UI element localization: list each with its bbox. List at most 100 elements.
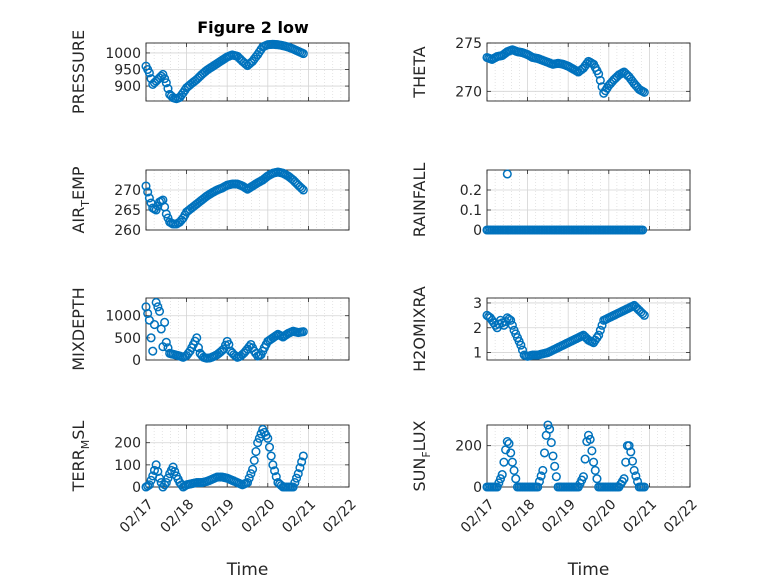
data-point xyxy=(497,470,507,480)
x-tick-label: 02/22 xyxy=(661,496,701,536)
data-point xyxy=(249,455,259,465)
data-point xyxy=(154,306,165,316)
axes-background xyxy=(487,170,690,230)
data-point xyxy=(163,84,173,94)
data-point xyxy=(192,333,202,343)
data-point xyxy=(631,471,641,481)
data-points xyxy=(482,420,649,492)
data-point xyxy=(590,465,600,476)
y-tick-label: 3 xyxy=(473,296,482,312)
figure-title: Figure 2 low xyxy=(197,18,309,37)
data-point xyxy=(546,438,556,448)
data-points xyxy=(482,300,649,361)
data-point xyxy=(506,448,516,458)
data-point xyxy=(144,480,154,490)
x-tick-label: 02/18 xyxy=(498,496,538,536)
y-label-main: SUN xyxy=(410,458,429,492)
y-ticks: 0 100 200 xyxy=(114,436,349,496)
x-ticks xyxy=(145,170,350,230)
subplot-terr_msl: 0 100 200 02/17 02/18 02/19 02/20 02/21 02/22 Tim… xyxy=(69,421,360,580)
y-tick-label: 200 xyxy=(455,439,482,455)
data-point xyxy=(161,478,171,488)
y-axis-label: TERRMSL xyxy=(69,421,92,493)
y-tick-label: 500 xyxy=(114,331,141,347)
data-point xyxy=(270,466,280,476)
data-point xyxy=(627,456,638,466)
subplot-rainfall: 0 0.1 0.2 RAINFALL xyxy=(410,163,691,239)
axes-background xyxy=(146,43,349,101)
data-point xyxy=(153,302,163,312)
y-tick-label: 900 xyxy=(114,79,141,95)
y-tick-label: 0.2 xyxy=(460,183,482,199)
data-point xyxy=(246,469,256,479)
data-point xyxy=(585,434,595,445)
data-points xyxy=(482,45,649,98)
data-point xyxy=(507,457,517,467)
data-point xyxy=(594,69,604,79)
x-tick-label: 02/21 xyxy=(279,496,319,536)
data-point xyxy=(242,478,253,488)
data-point xyxy=(161,337,171,347)
data-point xyxy=(144,315,154,325)
data-point xyxy=(536,471,546,481)
axes-box xyxy=(145,297,350,361)
x-tick-label: 02/21 xyxy=(620,496,660,536)
data-point xyxy=(292,473,302,483)
y-tick-label: 0.1 xyxy=(460,203,482,219)
data-point xyxy=(288,482,298,492)
data-point xyxy=(587,446,597,456)
x-tick-label: 02/18 xyxy=(157,496,197,536)
data-point xyxy=(143,187,153,197)
data-point xyxy=(298,185,308,195)
x-tick-label: 02/17 xyxy=(117,496,157,536)
data-point xyxy=(298,327,308,337)
data-point xyxy=(594,330,604,340)
y-label-subscript: M xyxy=(79,440,92,450)
y-label-rest: LUX xyxy=(410,420,429,451)
data-points xyxy=(141,297,308,363)
data-point xyxy=(629,465,639,476)
x-axis-label: Time xyxy=(567,560,610,580)
subplot-air_temp: 260 265 270 AIRTEMP xyxy=(69,166,350,239)
x-axis-label: Time xyxy=(226,560,269,580)
data-point xyxy=(580,454,590,464)
data-point xyxy=(144,193,154,203)
data-point xyxy=(624,441,634,451)
data-point xyxy=(516,340,526,350)
data-point xyxy=(595,75,605,85)
y-ticks: 260 265 270 xyxy=(114,183,349,239)
y-tick-label: 275 xyxy=(455,36,482,52)
data-point xyxy=(543,420,553,430)
data-point xyxy=(161,78,171,88)
axes-box xyxy=(486,424,691,488)
x-tick-label: 02/19 xyxy=(539,496,579,536)
y-tick-label: 100 xyxy=(114,458,141,474)
data-point xyxy=(297,183,307,193)
y-ticks: 0 0.1 0.2 xyxy=(460,183,690,239)
data-point xyxy=(146,333,156,343)
data-point xyxy=(148,346,158,356)
data-point xyxy=(502,169,512,179)
data-point xyxy=(638,225,648,235)
data-point xyxy=(495,474,506,484)
data-point xyxy=(160,74,170,84)
data-point xyxy=(583,430,594,440)
axes-box xyxy=(486,42,691,102)
data-point xyxy=(578,472,588,482)
y-tick-label: 2 xyxy=(473,321,482,337)
data-point xyxy=(163,473,173,483)
data-point xyxy=(298,451,308,461)
data-point xyxy=(251,447,261,457)
y-tick-label: 0 xyxy=(473,223,482,239)
y-label-main: AIR xyxy=(69,207,88,234)
data-point xyxy=(248,464,258,474)
y-tick-label: 0 xyxy=(132,480,141,496)
y-label-subscript: F xyxy=(420,451,433,457)
data-point xyxy=(626,447,636,457)
data-points xyxy=(141,167,308,229)
data-point xyxy=(639,482,649,492)
